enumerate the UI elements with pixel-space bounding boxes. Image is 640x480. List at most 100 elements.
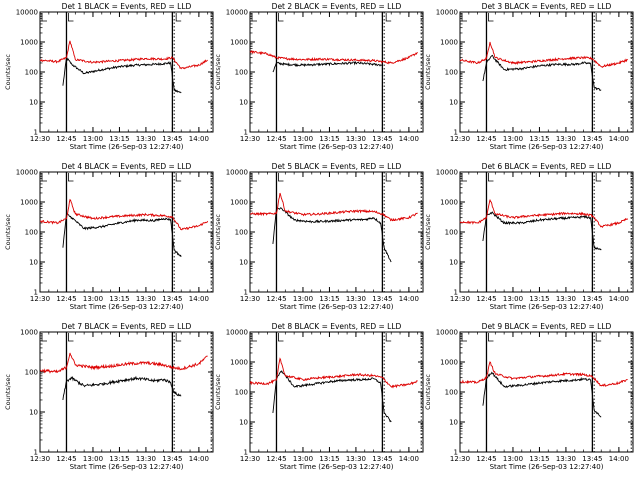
x-tick-label: 12:30 xyxy=(30,455,50,463)
x-tick-label: 13:45 xyxy=(372,135,392,143)
events-series-line xyxy=(482,211,602,251)
x-tick-label: 14:00 xyxy=(609,295,629,303)
x-tick-label: 12:45 xyxy=(476,295,496,303)
interval-bracket-mark xyxy=(251,173,257,182)
x-tick-label: 13:00 xyxy=(503,455,523,463)
lld-series-line xyxy=(459,361,628,387)
x-tick-label: 13:30 xyxy=(136,455,156,463)
detector-panel-9: Det 9 BLACK = Events, RED = LLD 1 10 100 100… xyxy=(424,322,634,471)
y-tick-label: 100 xyxy=(445,69,458,77)
panel-title: Det 6 BLACK = Events, RED = LLD xyxy=(482,162,612,171)
x-tick-label: 13:15 xyxy=(529,295,549,303)
interval-bracket-mark xyxy=(175,333,182,342)
x-tick-label: 13:30 xyxy=(346,295,366,303)
y-tick-label: 1000 xyxy=(440,359,458,367)
events-series-line xyxy=(62,56,182,94)
x-tick-label: 13:30 xyxy=(136,135,156,143)
x-tick-label: 12:45 xyxy=(476,455,496,463)
lld-series-line xyxy=(459,41,628,68)
panel-title: Det 4 BLACK = Events, RED = LLD xyxy=(62,162,192,171)
x-tick-label: 13:45 xyxy=(162,455,182,463)
x-tick-label: 12:30 xyxy=(240,135,260,143)
x-tick-label: 13:15 xyxy=(529,135,549,143)
lld-series-line xyxy=(39,198,209,231)
x-tick-label: 12:30 xyxy=(450,135,470,143)
y-tick-label: 100 xyxy=(445,389,458,397)
panel-title: Det 2 BLACK = Events, RED = LLD xyxy=(272,2,402,11)
x-tick-label: 13:15 xyxy=(109,455,129,463)
interval-bracket-mark xyxy=(461,333,467,342)
x-axis-label: Start Time (26-Sep-03 12:27:40) xyxy=(280,303,394,311)
interval-bracket-mark xyxy=(385,13,392,22)
panel-title: Det 7 BLACK = Events, RED = LLD xyxy=(62,322,192,331)
x-axis-label: Start Time (26-Sep-03 12:27:40) xyxy=(490,303,604,311)
y-tick-label: 1 xyxy=(454,129,458,137)
events-series-line xyxy=(272,60,383,73)
x-tick-label: 12:45 xyxy=(266,295,286,303)
x-tick-label: 13:45 xyxy=(372,455,392,463)
events-series-line xyxy=(62,375,182,401)
x-tick-label: 12:30 xyxy=(450,455,470,463)
y-tick-label: 1 xyxy=(454,449,458,457)
x-tick-label: 13:15 xyxy=(109,135,129,143)
x-tick-label: 12:45 xyxy=(266,135,286,143)
y-tick-label: 1000 xyxy=(440,39,458,47)
x-tick-label: 13:45 xyxy=(162,295,182,303)
y-tick-label: 100 xyxy=(235,389,248,397)
interval-bracket-mark xyxy=(175,173,182,182)
panel-title: Det 5 BLACK = Events, RED = LLD xyxy=(272,162,402,171)
y-tick-label: 1000 xyxy=(20,329,38,337)
interval-bracket-mark xyxy=(68,333,74,342)
y-tick-label: 10000 xyxy=(226,9,248,17)
x-axis-label: Start Time (26-Sep-03 12:27:40) xyxy=(70,143,184,151)
x-axis-label: Start Time (26-Sep-03 12:27:40) xyxy=(70,303,184,311)
interval-bracket-mark xyxy=(251,13,257,22)
x-tick-label: 13:45 xyxy=(372,295,392,303)
interval-bracket-mark xyxy=(461,13,467,22)
x-axis-label: Start Time (26-Sep-03 12:27:40) xyxy=(490,143,604,151)
interval-bracket-mark xyxy=(461,173,467,182)
y-tick-label: 10000 xyxy=(16,169,38,177)
y-tick-label: 100 xyxy=(445,229,458,237)
detector-panel-7: Det 7 BLACK = Events, RED = LLD 1 10 100 100… xyxy=(4,322,214,471)
panel-title: Det 8 BLACK = Events, RED = LLD xyxy=(272,322,402,331)
events-series-line xyxy=(482,371,602,418)
x-axis-label: Start Time (26-Sep-03 12:27:40) xyxy=(70,463,184,471)
y-tick-label: 10000 xyxy=(436,9,458,17)
x-tick-label: 12:45 xyxy=(56,455,76,463)
lld-series-line xyxy=(39,40,208,70)
y-tick-label: 10 xyxy=(29,259,38,267)
lld-series-line xyxy=(249,357,418,389)
panel-title: Det 3 BLACK = Events, RED = LLD xyxy=(482,2,612,11)
interval-bracket-mark xyxy=(68,13,74,22)
x-tick-label: 13:00 xyxy=(83,295,103,303)
x-tick-label: 13:15 xyxy=(529,455,549,463)
x-tick-label: 14:00 xyxy=(399,455,419,463)
events-series-line xyxy=(272,369,392,423)
x-tick-label: 13:00 xyxy=(293,135,313,143)
x-tick-label: 13:00 xyxy=(503,135,523,143)
y-tick-label: 10000 xyxy=(226,169,248,177)
x-tick-label: 13:00 xyxy=(83,135,103,143)
interval-bracket-mark xyxy=(385,173,392,182)
x-axis-label: Start Time (26-Sep-03 12:27:40) xyxy=(490,463,604,471)
x-tick-label: 14:00 xyxy=(609,135,629,143)
y-tick-label: 100 xyxy=(25,229,38,237)
interval-bracket-mark xyxy=(278,333,284,342)
x-tick-label: 13:00 xyxy=(83,455,103,463)
y-tick-label: 10 xyxy=(239,419,248,427)
y-tick-label: 10000 xyxy=(226,329,248,337)
y-tick-label: 100 xyxy=(25,369,38,377)
y-tick-label: 10 xyxy=(449,99,458,107)
x-tick-label: 14:00 xyxy=(399,295,419,303)
y-axis-label: Counts/sec xyxy=(214,374,222,410)
y-tick-label: 1 xyxy=(34,129,38,137)
y-axis-label: Counts/sec xyxy=(214,214,222,250)
interval-bracket-mark xyxy=(488,173,494,182)
x-tick-label: 13:00 xyxy=(293,455,313,463)
detector-panel-4: Det 4 BLACK = Events, RED = LLD 1 10 100 100… xyxy=(4,162,214,311)
lld-series-line xyxy=(249,49,418,65)
y-tick-label: 1 xyxy=(454,289,458,297)
x-tick-label: 13:45 xyxy=(582,295,602,303)
